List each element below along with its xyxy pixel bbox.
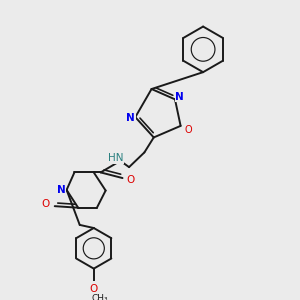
Text: O: O <box>41 199 50 209</box>
Text: O: O <box>184 124 192 135</box>
Text: CH₃: CH₃ <box>91 294 108 300</box>
Text: N: N <box>175 92 184 101</box>
Text: N: N <box>126 113 135 123</box>
Text: HN: HN <box>108 153 123 163</box>
Text: O: O <box>126 175 134 185</box>
Text: O: O <box>90 284 98 294</box>
Text: N: N <box>57 185 65 195</box>
